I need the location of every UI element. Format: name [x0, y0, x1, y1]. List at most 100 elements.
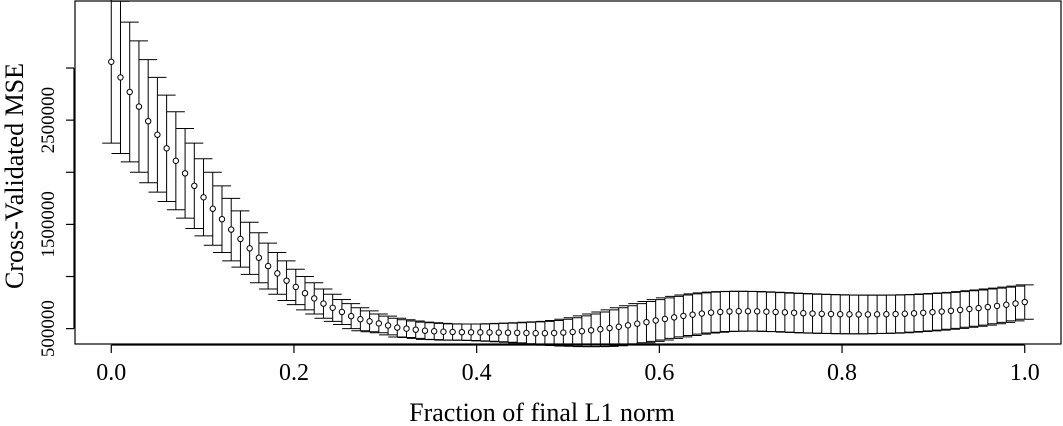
error-bars	[102, 0, 1034, 348]
data-point	[920, 309, 927, 316]
data-point	[753, 308, 761, 315]
data-point	[532, 330, 539, 337]
data-point	[274, 270, 281, 277]
data-point	[486, 329, 493, 336]
data-point	[809, 310, 816, 317]
data-point	[560, 329, 567, 336]
error-bar	[102, 0, 121, 144]
data-point	[661, 315, 669, 323]
data-point	[855, 311, 862, 318]
data-point	[717, 308, 724, 316]
data-point	[569, 328, 576, 336]
data-point	[956, 306, 964, 314]
x-tick-label: 0.8	[827, 360, 857, 386]
data-point	[1003, 301, 1010, 308]
data-point	[680, 312, 687, 320]
data-point	[375, 320, 383, 327]
data-point	[790, 309, 798, 316]
y-axis: 500000 1500000 2500000	[38, 67, 75, 357]
data-point	[255, 254, 263, 261]
data-point	[458, 328, 466, 336]
data-point	[744, 308, 752, 315]
data-point	[966, 305, 973, 313]
data-points	[108, 58, 1028, 337]
data-point	[643, 318, 650, 326]
data-point	[634, 320, 641, 327]
data-point	[670, 314, 678, 321]
data-point	[467, 329, 475, 336]
x-tick-label: 0.0	[96, 360, 126, 386]
data-point	[495, 329, 502, 336]
data-point	[827, 310, 835, 318]
data-point	[320, 300, 327, 307]
data-point	[403, 325, 410, 332]
plot-frame	[74, 0, 1062, 345]
data-point	[311, 295, 318, 302]
data-point	[550, 329, 558, 337]
data-point	[246, 245, 253, 252]
data-point	[1021, 298, 1028, 306]
x-tick-label: 0.4	[462, 360, 492, 386]
y-tick-label: 2500000	[38, 87, 59, 154]
data-point	[652, 317, 659, 324]
data-point	[191, 182, 198, 190]
data-point	[726, 308, 733, 315]
x-tick-label: 0.6	[644, 360, 674, 386]
data-point	[172, 157, 180, 164]
y-tick-label: 1500000	[38, 191, 59, 258]
data-point	[292, 283, 299, 291]
data-point	[781, 309, 789, 316]
data-point	[910, 310, 918, 317]
x-axis: 0.0 0.2 0.4 0.6 0.8 1.0	[96, 344, 1040, 386]
data-point	[901, 310, 908, 317]
data-point	[707, 309, 715, 316]
data-point	[698, 310, 706, 317]
data-point	[929, 308, 936, 316]
data-point	[301, 289, 309, 297]
x-tick-label: 1.0	[1010, 360, 1040, 386]
data-point	[264, 262, 272, 270]
data-point	[984, 303, 992, 311]
data-point	[800, 310, 807, 317]
y-axis-label: Cross-Validated MSE	[0, 63, 29, 289]
data-point	[763, 308, 770, 315]
data-point	[892, 310, 899, 318]
data-point	[587, 327, 595, 334]
data-point	[154, 131, 161, 138]
x-tick-label: 0.2	[279, 360, 309, 386]
data-point	[689, 311, 696, 318]
data-point	[117, 74, 124, 81]
data-point	[347, 312, 355, 320]
y-tick-label: 500000	[38, 300, 59, 357]
data-point	[209, 205, 216, 212]
data-point	[883, 311, 890, 318]
data-point	[218, 215, 226, 223]
data-point	[366, 318, 373, 325]
data-point	[514, 329, 521, 337]
data-point	[523, 329, 530, 337]
data-point	[108, 58, 115, 65]
data-point	[541, 330, 549, 337]
data-point	[237, 235, 244, 243]
data-point	[864, 311, 872, 318]
data-point	[846, 311, 853, 318]
data-point	[338, 308, 346, 316]
data-point	[1012, 300, 1019, 307]
data-point	[126, 88, 133, 96]
data-point	[144, 117, 152, 125]
data-point	[384, 322, 392, 329]
data-point	[329, 304, 336, 311]
data-point	[421, 327, 429, 334]
data-point	[412, 326, 419, 333]
data-point	[357, 316, 364, 323]
data-point	[578, 328, 586, 335]
data-point	[283, 277, 290, 284]
data-point	[504, 329, 512, 336]
data-point	[228, 226, 235, 233]
data-point	[181, 170, 189, 177]
data-point	[449, 328, 456, 336]
data-point	[606, 324, 613, 332]
data-point	[735, 308, 742, 315]
data-point	[993, 302, 1001, 310]
